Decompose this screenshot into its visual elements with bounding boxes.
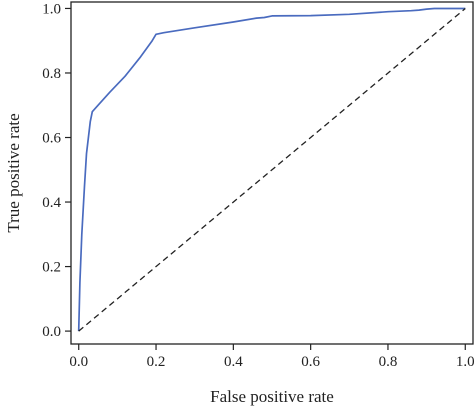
series-lines <box>77 7 466 332</box>
reference-diagonal-line <box>78 8 466 332</box>
y-tick-label: 0.8 <box>42 66 61 82</box>
y-axis-title: True positive rate <box>4 113 23 232</box>
y-tick-label: 1.0 <box>42 1 61 17</box>
roc-curve-line <box>77 7 466 332</box>
y-tick-label: 0.4 <box>42 195 61 211</box>
y-tick-label: 0.6 <box>42 131 61 147</box>
x-tick-label: 1.0 <box>456 354 474 370</box>
y-tick-label: 0.0 <box>42 324 61 340</box>
x-axis-title: False positive rate <box>210 387 334 406</box>
x-tick-label: 0.8 <box>379 354 398 370</box>
y-tick-label: 0.2 <box>42 260 61 276</box>
x-tick-label: 0.2 <box>147 354 166 370</box>
axis-tick-labels: 0.0 0.2 0.4 0.6 0.8 1.0 0.0 0.2 0.4 0.6 0.8 1.0 <box>42 1 474 370</box>
plot-frame <box>70 1 474 345</box>
x-tick-label: 0.0 <box>69 354 88 370</box>
axis-ticks <box>65 7 466 350</box>
x-tick-label: 0.4 <box>224 354 243 370</box>
x-tick-label: 0.6 <box>301 354 320 370</box>
